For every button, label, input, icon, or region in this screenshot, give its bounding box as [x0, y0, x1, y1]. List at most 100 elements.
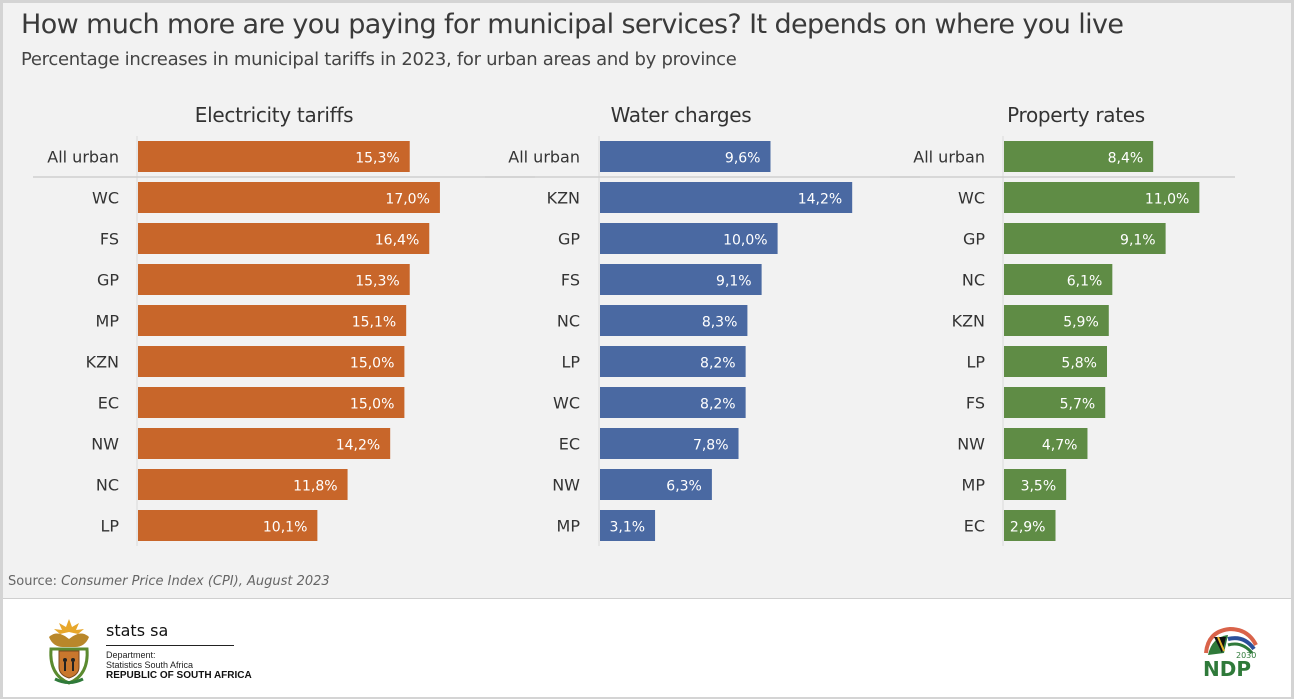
category-label: All urban: [508, 148, 580, 167]
data-label: 5,9%: [1063, 315, 1099, 331]
category-label: EC: [964, 517, 985, 536]
data-label: 6,1%: [1067, 274, 1103, 290]
bar-property-mp: [1004, 469, 1067, 500]
dept-line-1: Department:: [106, 650, 156, 660]
bar-water-kzn: [600, 182, 853, 213]
category-label: FS: [100, 230, 119, 249]
ndp-text: NDP: [1203, 657, 1251, 679]
chart-title: How much more are you paying for municip…: [21, 9, 1124, 40]
source-note: Source: Consumer Price Index (CPI), Augu…: [8, 574, 330, 589]
bar-property-fs: [1004, 387, 1106, 418]
bar-water-mp: [600, 510, 656, 541]
data-label: 7,8%: [693, 438, 729, 454]
data-label: 6,3%: [666, 479, 702, 495]
bar-charts: All urban 15,3% WC 17,0% FS 16,4% GP 15,3% MP 15,…: [33, 136, 1235, 546]
category-label: WC: [958, 189, 985, 208]
bar-electricity-fs: [138, 223, 430, 254]
data-label: 14,2%: [336, 438, 380, 454]
category-label: MP: [96, 312, 120, 331]
bar-water-nc: [600, 305, 748, 336]
category-label: All urban: [913, 148, 985, 167]
bar-electricity-ec: [138, 387, 405, 418]
panel-title-electricity: Electricity tariffs: [194, 103, 354, 127]
data-label: 4,7%: [1042, 438, 1078, 454]
panel-electricity: All urban 15,3% WC 17,0% FS 16,4% GP 15,3% MP 15,…: [33, 136, 535, 546]
country-name: REPUBLIC OF SOUTH AFRICA: [106, 670, 252, 681]
category-label: NC: [962, 271, 985, 290]
bar-property-nc: [1004, 264, 1113, 295]
coat-of-arms-icon: [49, 619, 89, 685]
data-label: 15,1%: [352, 315, 396, 331]
data-label: 9,1%: [1120, 233, 1156, 249]
category-label: NW: [957, 435, 985, 454]
source-text: Consumer Price Index (CPI), August 2023: [61, 574, 330, 589]
data-label: 11,0%: [1145, 192, 1189, 208]
data-label: 16,4%: [375, 233, 419, 249]
data-label: 15,3%: [355, 151, 399, 167]
bar-water-gp: [600, 223, 778, 254]
category-label: FS: [966, 394, 985, 413]
data-label: 9,1%: [716, 274, 752, 290]
category-label: GP: [963, 230, 985, 249]
data-label: 3,1%: [609, 520, 645, 536]
bar-electricity-nc: [138, 469, 348, 500]
category-label: KZN: [86, 353, 119, 372]
category-label: WC: [553, 394, 580, 413]
dept-line-2: Statistics South Africa: [106, 660, 194, 670]
ndp-logo-icon: 2030 NDP: [1203, 626, 1258, 679]
category-label: MP: [962, 476, 986, 495]
stats-sa-logo: stats sa Department: Statistics South Af…: [106, 621, 252, 681]
bar-water-nw: [600, 469, 712, 500]
chart-subtitle: Percentage increases in municipal tariff…: [21, 49, 737, 70]
org-name: stats sa: [106, 621, 234, 646]
bar-electricity-gp: [138, 264, 410, 295]
data-label: 15,3%: [355, 274, 399, 290]
data-label: 14,2%: [798, 192, 842, 208]
category-label: LP: [561, 353, 580, 372]
category-label: LP: [100, 517, 119, 536]
data-label: 8,3%: [702, 315, 738, 331]
panel-water: All urban 9,6% KZN 14,2% GP 10,0% FS 9,1% NC 8,3%…: [485, 136, 920, 546]
bar-water-wc: [600, 387, 746, 418]
data-label: 10,1%: [263, 520, 307, 536]
category-label: WC: [92, 189, 119, 208]
data-label: 15,0%: [350, 397, 394, 413]
data-label: 17,0%: [385, 192, 429, 208]
bar-property-lp: [1004, 346, 1108, 377]
category-label: FS: [561, 271, 580, 290]
category-label: MP: [557, 517, 581, 536]
data-label: 10,0%: [723, 233, 767, 249]
footer: stats sa Department: Statistics South Af…: [3, 598, 1291, 697]
data-label: 8,2%: [700, 356, 736, 372]
bar-property-gp: [1004, 223, 1166, 254]
category-label: GP: [558, 230, 580, 249]
data-label: 2,9%: [1010, 520, 1046, 536]
bar-electricity-wc: [138, 182, 440, 213]
bar-electricity-all-urban: [138, 141, 410, 172]
data-label: 5,7%: [1060, 397, 1096, 413]
category-label: KZN: [547, 189, 580, 208]
category-label: KZN: [952, 312, 985, 331]
bar-property-ec: [1004, 510, 1056, 541]
bar-water-ec: [600, 428, 739, 459]
bar-electricity-kzn: [138, 346, 405, 377]
data-label: 15,0%: [350, 356, 394, 372]
category-label: NW: [91, 435, 119, 454]
bar-property-wc: [1004, 182, 1200, 213]
category-label: NW: [552, 476, 580, 495]
category-label: GP: [97, 271, 119, 290]
data-label: 9,6%: [725, 151, 761, 167]
data-label: 3,5%: [1021, 479, 1057, 495]
data-label: 8,4%: [1108, 151, 1144, 167]
category-label: EC: [559, 435, 580, 454]
category-label: NC: [557, 312, 580, 331]
source-label: Source:: [8, 574, 62, 589]
bar-water-all-urban: [600, 141, 771, 172]
category-label: NC: [96, 476, 119, 495]
data-label: 8,2%: [700, 397, 736, 413]
bar-property-all-urban: [1004, 141, 1154, 172]
panel-title-property: Property rates: [1007, 103, 1145, 127]
bar-property-nw: [1004, 428, 1088, 459]
bar-property-kzn: [1004, 305, 1109, 336]
data-label: 5,8%: [1061, 356, 1097, 372]
